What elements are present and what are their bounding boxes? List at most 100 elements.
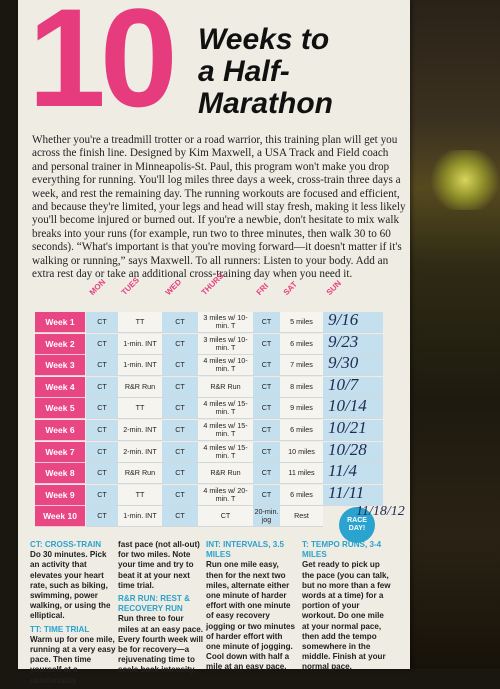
legend-body: Run three to four miles at an easy pace.… (118, 614, 204, 675)
legend-col-4: T: TEMPO RUNS, 3-4 MILES Get ready to pic… (302, 540, 392, 676)
table-cell: 10 miles (280, 441, 323, 463)
magazine-page: 10 Weeks to a Half- Marathon Whether you… (18, 0, 410, 685)
table-cell: CT (86, 441, 118, 463)
table-cell: CT (162, 355, 198, 377)
week-label: Week 2 (35, 333, 85, 355)
week-label: Week 3 (35, 355, 85, 377)
table-cell: CT (86, 333, 118, 355)
sunday-cell (323, 312, 383, 333)
legend-heading: R&R RUN: REST & RECOVERY RUN (118, 594, 190, 614)
sunday-cell (323, 376, 383, 398)
table-cell: R&R Run (198, 376, 253, 398)
legend-body: Do 30 minutes. Pick an activity that ele… (30, 550, 111, 621)
table-cell: CT (162, 441, 198, 463)
table-cell: 5 miles (280, 312, 323, 333)
table-cell: CT (162, 506, 198, 528)
table-cell: 4 miles w/ 10-min. T (198, 355, 253, 377)
table-cell: CT (162, 376, 198, 398)
sunday-cell (323, 398, 383, 420)
table-cell: TT (118, 484, 162, 506)
table-cell: 3 miles w/ 10-min. T (198, 333, 253, 355)
legend-col-1: CT: CROSS-TRAIN Do 30 minutes. Pick an ac… (30, 540, 118, 689)
table-cell: Rest (280, 506, 323, 528)
sunday-cell (323, 463, 383, 485)
sunday-cell (323, 355, 383, 377)
table-cell: 2-min. INT (118, 441, 162, 463)
title-line-3: Marathon (198, 87, 333, 120)
table-cell: CT (86, 312, 118, 333)
handwritten-date: 11/4 (328, 461, 357, 481)
legend-entry: T: TEMPO RUNS, 3-4 MILES Get ready to pic… (302, 540, 392, 673)
handwritten-date: 11/18/12 (356, 504, 405, 520)
table-cell: CT (198, 506, 253, 528)
table-cell: CT (253, 420, 280, 441)
legend-entry: R&R RUN: REST & RECOVERY RUN Run three to… (118, 594, 204, 676)
handwritten-date: 10/7 (328, 374, 359, 394)
table-cell: CT (86, 506, 118, 528)
sunday-cell (323, 484, 383, 506)
table-cell: CT (162, 420, 198, 441)
table-cell: 2-min. INT (118, 420, 162, 441)
table-cell: CT (86, 484, 118, 506)
table-cell: 4 miles w/ 15-min. T (198, 420, 253, 441)
legend-col-3: INT: INTERVALS, 3.5 MILES Run one mile ea… (206, 540, 298, 676)
table-cell: CT (162, 484, 198, 506)
handwritten-date: 9/23 (328, 331, 359, 351)
table-cell: 1-min. INT (118, 506, 162, 528)
table-cell: 1-min. INT (118, 333, 162, 355)
week-label: Week 5 (35, 398, 85, 420)
table-cell: CT (86, 463, 118, 485)
handwritten-date: 9/30 (328, 353, 359, 373)
table-cell: CT (253, 484, 280, 506)
intro-paragraph: Whether you're a treadmill trotter or a … (32, 134, 406, 281)
handwritten-date: 10/28 (328, 439, 367, 459)
week-label: Week 9 (35, 484, 85, 506)
background-scenery (405, 0, 500, 669)
table-cell: 4 miles w/ 15-min. T (198, 398, 253, 420)
table-cell: 6 miles (280, 484, 323, 506)
table-cell: 6 miles (280, 420, 323, 441)
week-label: Week 1 (35, 312, 85, 333)
legend-body: fast pace (not all-out) for two miles. N… (118, 540, 200, 590)
legend-heading: T: TEMPO RUNS, 3-4 MILES (302, 540, 382, 560)
race-day-badge: RACE DAY! (339, 507, 375, 543)
sunday-cell (323, 420, 383, 441)
table-cell: 7 miles (280, 355, 323, 377)
week-label: Week 8 (35, 463, 85, 485)
table-cell: CT (86, 420, 118, 441)
handwritten-date: 11/11 (328, 482, 365, 502)
table-cell: CT (253, 376, 280, 398)
handwritten-date: 9/16 (328, 310, 359, 329)
table-cell: CT (162, 463, 198, 485)
table-cell: CT (253, 312, 280, 333)
week-label: Week 6 (35, 420, 85, 441)
table-cell: 8 miles (280, 376, 323, 398)
table-cell: 3 miles w/ 10-min. T (198, 312, 253, 333)
title-line-1: Weeks to (198, 23, 330, 56)
table-cell: CT (86, 355, 118, 377)
legend-col-2: fast pace (not all-out) for two miles. N… (118, 540, 204, 679)
table-cell: 11 miles (280, 463, 323, 485)
sunday-cell (323, 333, 383, 355)
legend-entry: fast pace (not all-out) for two miles. N… (118, 540, 204, 591)
table-cell: 4 miles w/ 15-min. T (198, 441, 253, 463)
table-cell: 1-min. INT (118, 355, 162, 377)
table-cell: CT (86, 398, 118, 420)
table-cell: CT (162, 333, 198, 355)
sunday-cell (323, 441, 383, 463)
week-label: Week 4 (35, 376, 85, 398)
legend-heading: INT: INTERVALS, 3.5 MILES (206, 540, 284, 560)
table-cell: TT (118, 312, 162, 333)
table-cell: R&R Run (198, 463, 253, 485)
table-cell: 20-min. jog (253, 506, 280, 528)
table-cell: CT (253, 333, 280, 355)
table-cell: CT (253, 463, 280, 485)
table-cell: 6 miles (280, 333, 323, 355)
table-cell: CT (253, 441, 280, 463)
legend-heading: CT: CROSS-TRAIN (30, 540, 102, 549)
legend-body: Get ready to pick up the pace (you can t… (302, 560, 391, 672)
table-cell: CT (162, 398, 198, 420)
legend-entry: INT: INTERVALS, 3.5 MILES Run one mile ea… (206, 540, 298, 673)
table-cell: CT (253, 355, 280, 377)
big-number: 10 (28, 0, 178, 136)
